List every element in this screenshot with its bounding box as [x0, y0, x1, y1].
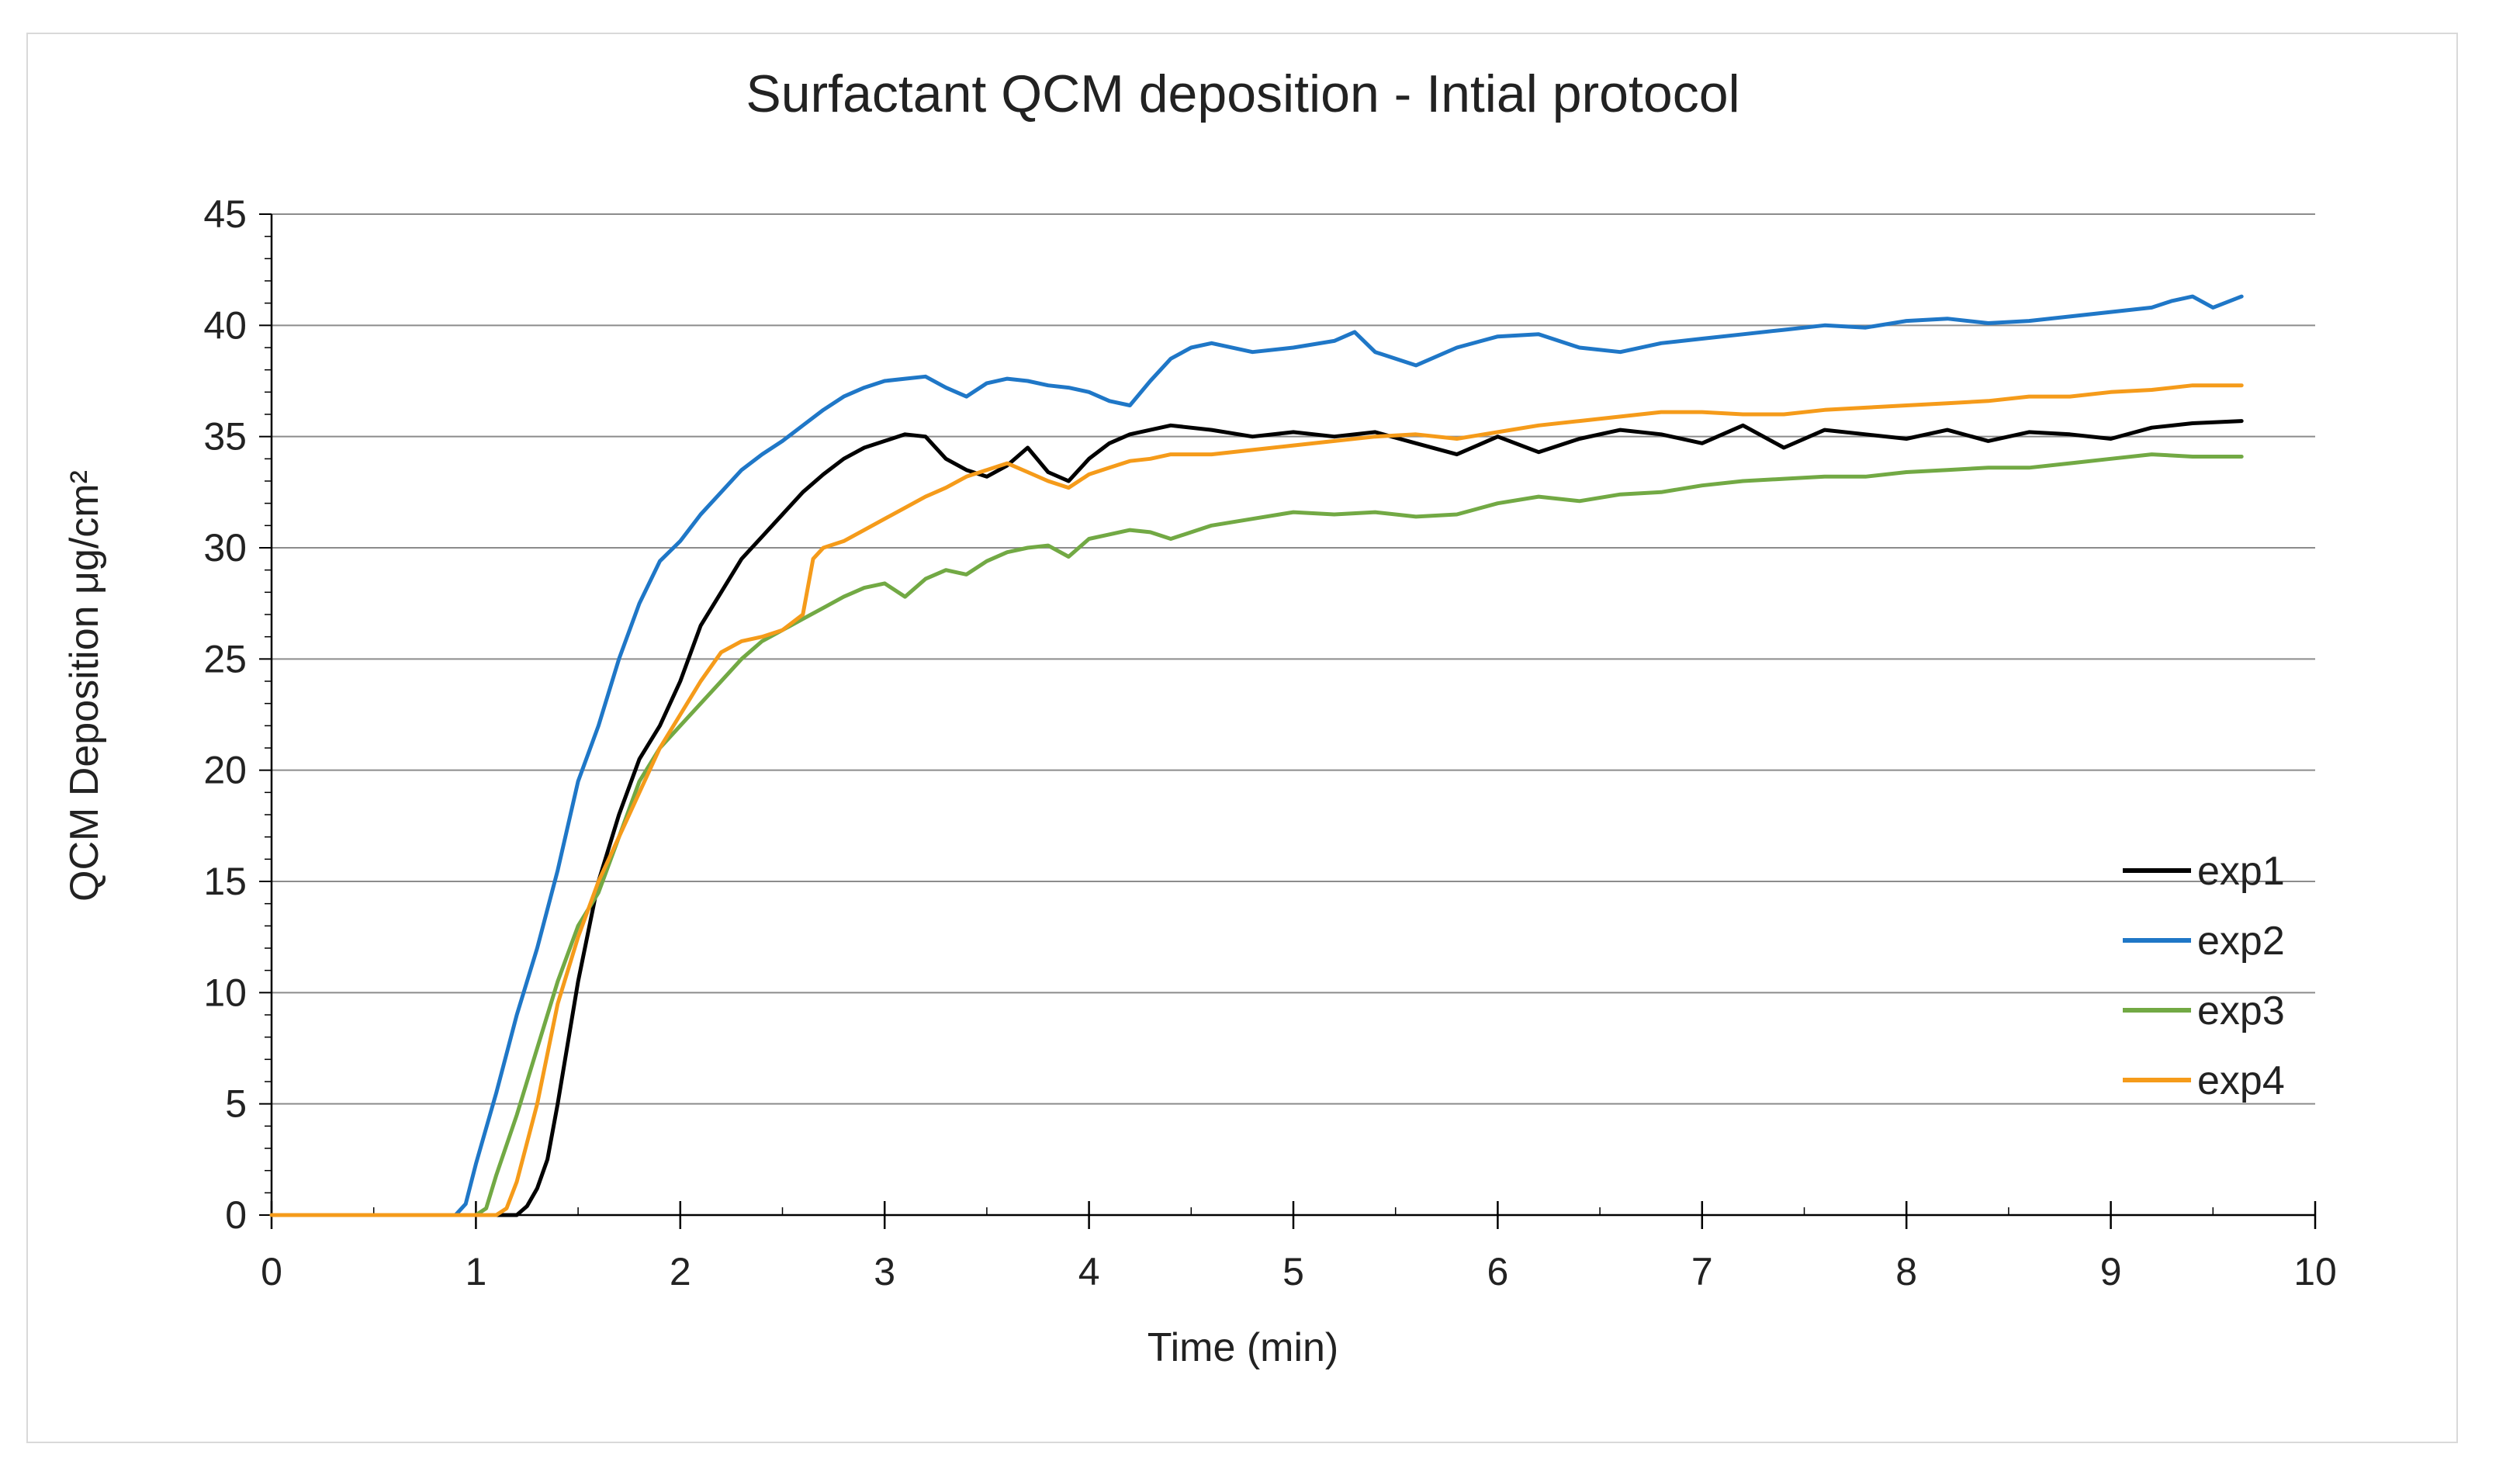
- series-line-exp4: [269, 383, 2244, 1217]
- x-tick-label: 2: [670, 1250, 691, 1293]
- axes: [270, 214, 2315, 1217]
- x-tick-label: 6: [1487, 1250, 1508, 1293]
- chart-canvas: Surfactant QCM deposition - Intial proto…: [62, 64, 2337, 1370]
- x-tick-label: 10: [2293, 1250, 2337, 1293]
- x-tick-label: 0: [261, 1250, 282, 1293]
- y-axis-title: QCM Deposition μg/cm²: [62, 470, 107, 902]
- chart-title: Surfactant QCM deposition - Intial proto…: [746, 64, 1739, 123]
- x-axis-title: Time (min): [1148, 1325, 1339, 1370]
- y-tick-label: 10: [203, 971, 247, 1014]
- legend: exp1 exp2 exp3 exp4: [2123, 849, 2285, 1103]
- y-tick-label: 25: [203, 637, 247, 680]
- legend-label-exp2: exp2: [2197, 919, 2285, 964]
- y-tick-label: 5: [225, 1082, 247, 1126]
- legend-label-exp3: exp3: [2197, 988, 2285, 1033]
- legend-label-exp4: exp4: [2197, 1058, 2285, 1103]
- x-tick-label: 4: [1078, 1250, 1100, 1293]
- x-tick-label: 8: [1895, 1250, 1917, 1293]
- x-tick-label: 3: [874, 1250, 895, 1293]
- y-tick-label: 35: [203, 415, 247, 459]
- series-line-exp2: [269, 294, 2244, 1217]
- series-layer: [269, 294, 2244, 1217]
- y-tick-label: 0: [225, 1193, 247, 1237]
- series-line-exp1: [269, 419, 2244, 1217]
- y-tick-label: 45: [203, 192, 247, 236]
- y-tick-label: 20: [203, 749, 247, 792]
- y-tick-label: 40: [203, 303, 247, 347]
- gridlines: [272, 213, 2315, 1105]
- y-tick-label: 30: [203, 526, 247, 570]
- x-tick-label: 1: [465, 1250, 486, 1293]
- x-tick-label: 7: [1691, 1250, 1713, 1293]
- y-tick-label: 15: [203, 860, 247, 903]
- chart-frame: Surfactant QCM deposition - Intial proto…: [26, 33, 2458, 1443]
- legend-label-exp1: exp1: [2197, 849, 2285, 894]
- x-tick-label: 9: [2100, 1250, 2122, 1293]
- x-tick-label: 5: [1282, 1250, 1304, 1293]
- series-line-exp3: [269, 452, 2244, 1217]
